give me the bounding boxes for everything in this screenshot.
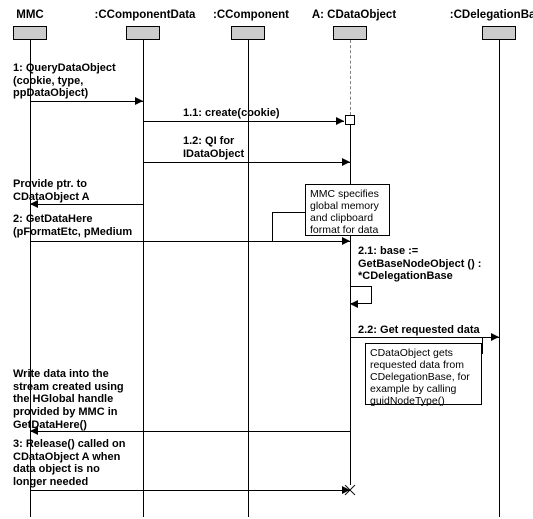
lifeline-ccd (143, 40, 144, 517)
msg-1-arrowhead (135, 97, 143, 105)
msg-write-label: Write data into the stream created using… (13, 368, 124, 431)
lifeline-name-cdelegationbase: :CDelegationBase (444, 9, 533, 22)
msg-2-label: 2: GetDataHere (pFormatEtc, pMedium (13, 213, 132, 238)
lifeline-name-cdataobject: A: CDataObject (304, 9, 404, 22)
lifeline-cdo-dashed (350, 40, 351, 115)
destroy-marker (345, 485, 355, 495)
note-1-anchor (272, 212, 305, 213)
note-1-text: MMC specifies global memory and clipboar… (310, 188, 379, 236)
sequence-diagram: MMC :CComponentData :CComponent A: CData… (0, 0, 533, 519)
msg-1-1-label: 1.1: create(cookie) (183, 107, 280, 120)
lifeline-head-ccd (126, 26, 160, 40)
lifeline-name-ccomponent: :CComponent (208, 9, 294, 22)
msg-2-arrow (30, 241, 350, 242)
msg-2-2-arrow (350, 337, 499, 338)
lifeline-head-cdo (333, 26, 367, 40)
msg-1-1-arrowhead (336, 117, 344, 125)
msg-1-2-label: 1.2: QI for IDataObject (183, 135, 244, 160)
lifeline-cdb (499, 40, 500, 517)
lifeline-cdo-solid (350, 125, 351, 485)
msg-3-arrow (30, 490, 350, 491)
note-2-anchor-v (482, 337, 483, 354)
msg-1-arrow (30, 101, 143, 102)
msg-2-1-label: 2.1: base := GetBaseNodeObject () : *CDe… (358, 245, 481, 283)
msg-2-2-arrowhead (491, 333, 499, 341)
note-1-anchor-v (272, 212, 273, 241)
lifeline-name-ccomponentdata: :CComponentData (90, 9, 200, 22)
lifeline-name-mmc: MMC (6, 9, 54, 22)
create-marker (345, 115, 355, 125)
msg-3-arrowhead (342, 486, 350, 494)
msg-3-label: 3: Release() called on CDataObject A whe… (13, 438, 126, 489)
msg-2-2-label: 2.2: Get requested data (358, 324, 480, 337)
msg-2-arrowhead (342, 237, 350, 245)
msg-return-arrow (30, 204, 143, 205)
note-2-text: CDataObject gets requested data from CDe… (370, 347, 470, 407)
msg-2-1-self (350, 286, 372, 304)
msg-1-1-arrow (143, 121, 344, 122)
msg-return-label: Provide ptr. to CDataObject A (13, 178, 90, 203)
lifeline-head-cdb (482, 26, 516, 40)
lifeline-head-cc (231, 26, 265, 40)
note-1: MMC specifies global memory and clipboar… (305, 184, 390, 236)
msg-1-2-arrow (143, 162, 350, 163)
msg-1-2-arrowhead (342, 158, 350, 166)
note-2: CDataObject gets requested data from CDe… (365, 343, 482, 405)
lifeline-head-mmc (13, 26, 47, 40)
msg-1-label: 1: QueryDataObject (cookie, type, ppData… (13, 62, 116, 100)
